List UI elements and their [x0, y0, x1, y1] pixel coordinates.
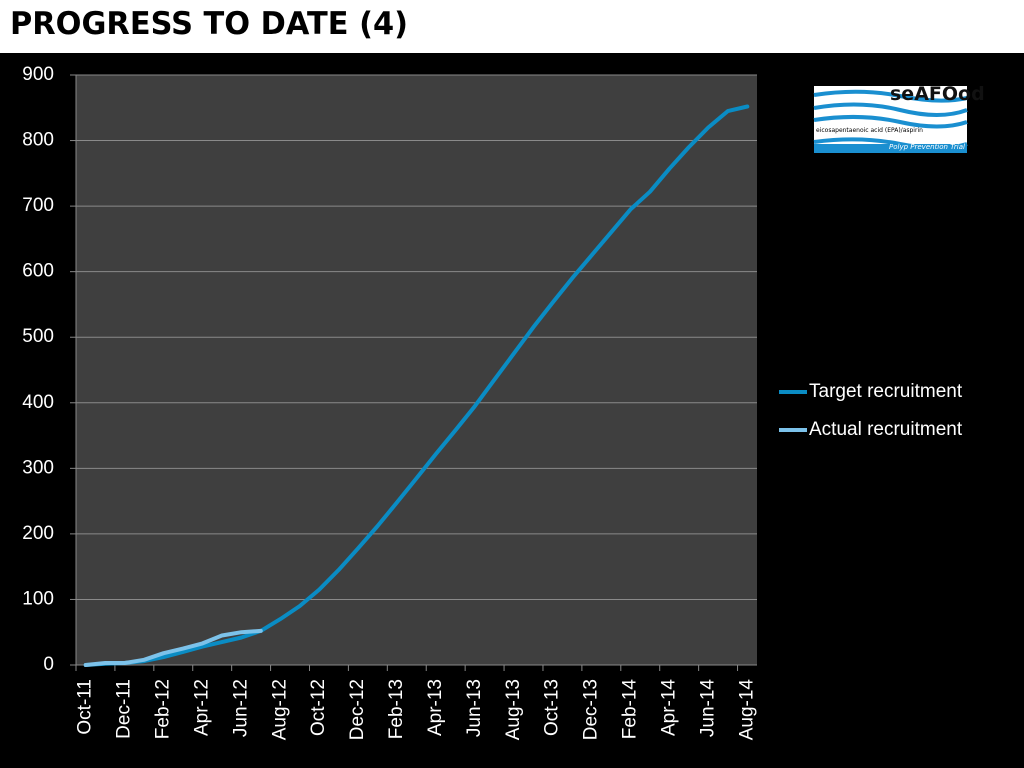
legend-label: Target recruitment — [809, 381, 963, 402]
x-tick-label: Aug-14 — [736, 679, 757, 741]
x-tick-label: Jun-13 — [464, 679, 485, 737]
x-tick-label: Jun-14 — [697, 679, 718, 738]
x-tick-label: Aug-12 — [269, 679, 290, 740]
y-tick-label: 300 — [22, 457, 54, 478]
logo: seAFOod eicosapentaenoic acid (EPA)/aspi… — [813, 83, 985, 153]
y-tick-label: 200 — [22, 523, 54, 544]
logo-band — [814, 144, 967, 153]
plot-area — [76, 75, 757, 665]
y-tick-label: 800 — [22, 130, 54, 151]
x-tick-label: Apr-12 — [191, 679, 212, 736]
logo-name: seAFOod — [890, 83, 985, 105]
x-tick-label: Feb-12 — [153, 679, 174, 739]
x-tick-label: Dec-12 — [347, 679, 368, 740]
logo-subtitle: eicosapentaenoic acid (EPA)/aspirin — [816, 127, 923, 134]
x-tick-label: Dec-13 — [581, 679, 602, 740]
x-tick-label: Dec-11 — [114, 679, 135, 739]
series-line — [83, 628, 263, 667]
y-tick-label: 100 — [22, 588, 54, 609]
y-tick-label: 600 — [22, 261, 54, 282]
x-tick-label: Apr-14 — [658, 679, 679, 736]
y-tick-label: 700 — [22, 195, 54, 216]
y-tick-label: 0 — [43, 654, 54, 675]
legend-label: Actual recruitment — [809, 419, 963, 440]
title-bar — [0, 0, 1024, 53]
x-tick-label: Oct-13 — [542, 679, 563, 736]
x-tick-label: Feb-13 — [386, 679, 407, 739]
logo-tagline: Polyp Prevention Trial — [889, 143, 965, 151]
x-tick-label: Aug-13 — [503, 679, 524, 740]
y-tick-label: 500 — [22, 326, 54, 347]
y-tick-label: 900 — [22, 64, 54, 85]
x-tick-label: Apr-13 — [425, 679, 446, 736]
y-tick-label: 400 — [22, 392, 54, 413]
series-line — [83, 104, 750, 667]
x-tick-label: Feb-14 — [620, 679, 641, 740]
x-tick-label: Oct-12 — [308, 679, 329, 736]
logo-waves — [813, 89, 968, 150]
x-tick-label: Jun-12 — [230, 679, 251, 737]
slide-title: PROGRESS TO DATE (4) — [10, 6, 408, 42]
x-tick-label: Oct-11 — [75, 679, 96, 735]
